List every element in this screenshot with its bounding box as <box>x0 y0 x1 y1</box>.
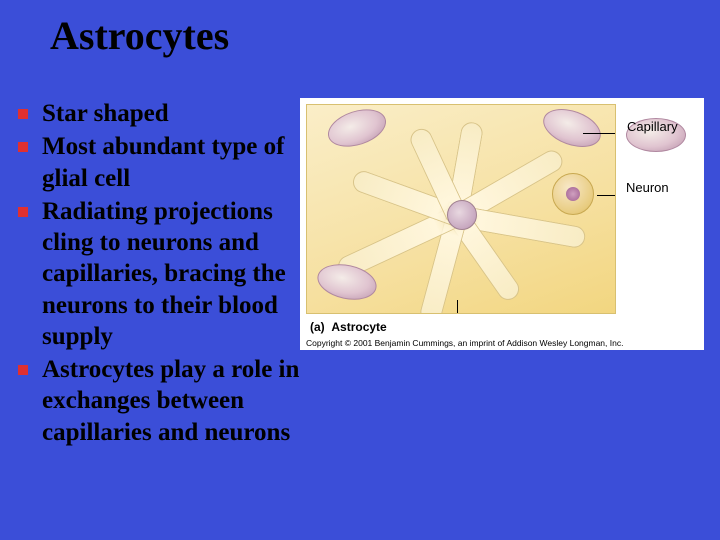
bullet-text: Astrocytes play a role in exchanges betw… <box>42 354 300 448</box>
bullet-icon <box>18 142 28 152</box>
bullet-text: Star shaped <box>42 98 169 129</box>
figure-caption-prefix: (a) <box>310 320 325 334</box>
figure-illustration <box>306 104 616 314</box>
bullet-text: Most abundant type of glial cell <box>42 131 300 194</box>
bullet-icon <box>18 207 28 217</box>
slide-title: Astrocytes <box>50 12 229 59</box>
bullet-icon <box>18 365 28 375</box>
figure-caption: (a) Astrocyte <box>310 320 387 334</box>
astrocyte-nucleus <box>447 200 477 230</box>
bullet-list: Star shaped Most abundant type of glial … <box>18 98 300 450</box>
leader-line <box>457 300 458 314</box>
leader-line <box>583 133 616 134</box>
leader-line <box>597 195 616 196</box>
capillary-shape <box>538 104 606 154</box>
figure-label-neuron: Neuron <box>626 180 669 195</box>
capillary-shape <box>323 104 391 153</box>
bullet-text: Radiating projections cling to neurons a… <box>42 196 300 352</box>
figure-astrocyte: Capillary Neuron (a) Astrocyte Copyright… <box>300 98 704 350</box>
bullet-icon <box>18 109 28 119</box>
figure-caption-text: Astrocyte <box>331 320 386 334</box>
list-item: Most abundant type of glial cell <box>18 131 300 194</box>
neuron-shape <box>552 173 594 215</box>
list-item: Astrocytes play a role in exchanges betw… <box>18 354 300 448</box>
figure-copyright: Copyright © 2001 Benjamin Cummings, an i… <box>306 338 623 348</box>
list-item: Star shaped <box>18 98 300 129</box>
list-item: Radiating projections cling to neurons a… <box>18 196 300 352</box>
figure-label-capillary: Capillary <box>626 118 686 152</box>
